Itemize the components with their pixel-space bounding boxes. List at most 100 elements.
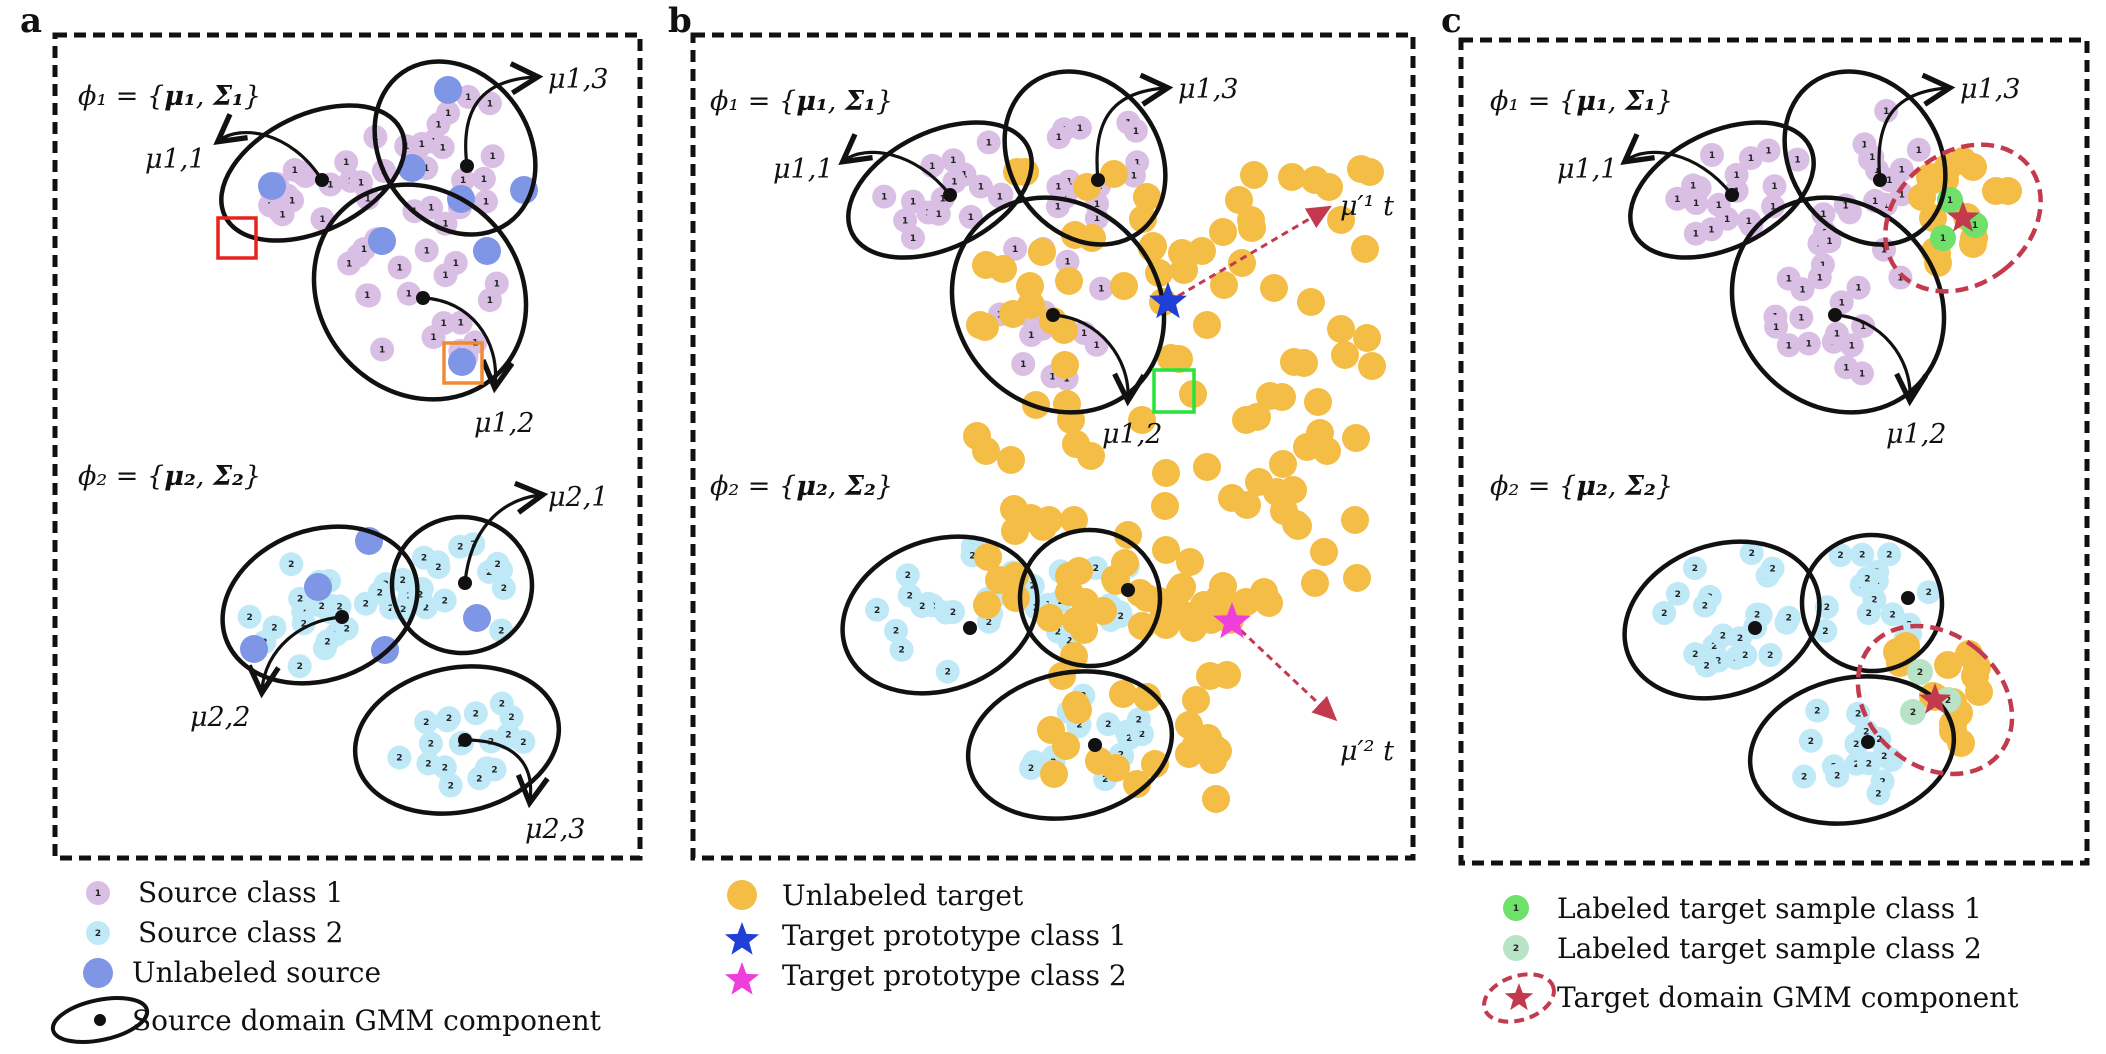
source-class2-point bbox=[367, 580, 392, 605]
source-class1-point bbox=[1665, 186, 1690, 211]
source-class2-point bbox=[1652, 601, 1677, 625]
mean-label-mu13-c: μ1,3 bbox=[1960, 74, 2021, 105]
source-class1-point bbox=[409, 131, 434, 156]
source-class1-point bbox=[872, 184, 897, 209]
phi1-label-a: ϕ₁ = {μ₁, Σ₁} bbox=[78, 81, 261, 112]
highlight-box-red bbox=[216, 216, 258, 260]
source-class1-point-label: 1 bbox=[1860, 322, 1866, 332]
unlabeled-target-point bbox=[1141, 750, 1169, 778]
unlabeled-target-point bbox=[963, 422, 991, 450]
highlight-box-green bbox=[1152, 368, 1196, 414]
source-class1-point bbox=[1121, 163, 1146, 188]
source-class1-point bbox=[1796, 331, 1821, 356]
legend-swatch-target-gmm-star bbox=[1504, 983, 1534, 1011]
prototype2-arrow bbox=[1230, 620, 1338, 722]
source-class2-point bbox=[489, 691, 514, 716]
source-class1-point-label: 1 bbox=[1709, 151, 1715, 161]
unlabeled-target-point bbox=[1100, 160, 1128, 188]
source-class1-point bbox=[387, 255, 412, 280]
source-class2-point bbox=[1694, 653, 1719, 678]
mean-label-mu11-c: μ1,1 bbox=[1557, 154, 1618, 185]
unlabeled-target-point bbox=[1284, 512, 1312, 540]
unlabeled-target-point bbox=[1062, 430, 1090, 458]
source-class2-point bbox=[511, 729, 536, 754]
source-class1-point bbox=[1811, 202, 1836, 227]
legend-swatch-source-class2-label: 2 bbox=[95, 929, 101, 939]
source-class1-point-label: 1 bbox=[1786, 341, 1792, 351]
source-class1-point-label: 1 bbox=[940, 195, 946, 205]
source-class1-point bbox=[477, 288, 502, 313]
legend-swatch-unlabeled-target bbox=[727, 880, 757, 910]
panel-c-labels: ϕ₁ = {μ₁, Σ₁} ϕ₂ = {μ₂, Σ₂} μ1,1 μ1,3 μ1… bbox=[1490, 74, 2021, 502]
source-class2-point-label: 2 bbox=[1118, 612, 1124, 622]
source-class1-point-label: 1 bbox=[1869, 153, 1875, 163]
source-class1-point-label: 1 bbox=[487, 296, 493, 306]
source-class2-point-label: 2 bbox=[950, 608, 956, 618]
source-class2-point bbox=[432, 588, 457, 613]
unlabeled-target-point bbox=[1213, 661, 1241, 689]
source-class2-point bbox=[889, 637, 914, 662]
source-class1-point-label: 1 bbox=[1733, 171, 1739, 181]
source-class2-point-label: 2 bbox=[1139, 730, 1145, 740]
source-class1-point bbox=[987, 184, 1012, 209]
source-class2-point bbox=[1825, 763, 1850, 788]
unlabeled-target-point bbox=[1197, 606, 1225, 634]
source-class1-point-label: 1 bbox=[1693, 199, 1699, 209]
source-class2-point-label: 2 bbox=[388, 604, 394, 614]
unlabeled-target-point bbox=[1028, 238, 1056, 266]
labeled-target-class1-point bbox=[1930, 225, 1956, 251]
source-class1-point-label: 1 bbox=[1842, 202, 1848, 212]
gmm-component-ellipse bbox=[219, 103, 407, 243]
source-class1-point-label: 1 bbox=[442, 220, 448, 230]
source-class2-point bbox=[1813, 618, 1838, 643]
unlabeled-source-point bbox=[473, 237, 501, 265]
mean-arrow bbox=[1052, 313, 1147, 407]
source-class2-point bbox=[865, 597, 890, 622]
source-class2-point-label: 2 bbox=[442, 597, 448, 607]
unlabeled-target-point bbox=[1260, 274, 1288, 302]
gmm-component-ellipse bbox=[1017, 527, 1163, 669]
source-class2-point-label: 2 bbox=[1808, 737, 1814, 747]
unlabeled-target-point bbox=[1301, 569, 1329, 597]
source-class2-point-label: 2 bbox=[442, 763, 448, 773]
source-class1-point bbox=[414, 238, 439, 263]
source-class1-point-label: 1 bbox=[1872, 197, 1878, 207]
mean-arrow bbox=[1095, 72, 1174, 181]
highlight-box-orange bbox=[442, 341, 484, 385]
source-class1-point-label: 1 bbox=[1746, 217, 1752, 227]
source-class2-point-label: 2 bbox=[1692, 564, 1698, 574]
source-class2-point bbox=[416, 751, 441, 776]
source-class2-point bbox=[414, 710, 439, 735]
mean-arrow bbox=[463, 480, 549, 584]
source-class2-point-label: 2 bbox=[344, 625, 350, 635]
source-class2-point bbox=[448, 534, 473, 559]
source-class2-point-label: 2 bbox=[421, 554, 427, 564]
unlabeled-target-point bbox=[1297, 288, 1325, 316]
source-class1-point bbox=[1067, 115, 1092, 140]
source-class2-point bbox=[1019, 756, 1043, 781]
source-class1-point-label: 1 bbox=[1855, 284, 1861, 294]
source-class1-point-label: 1 bbox=[292, 166, 298, 176]
source-class2-point-label: 2 bbox=[1866, 759, 1872, 769]
unlabeled-target-point bbox=[1128, 406, 1156, 434]
target-mean-label-1: μ′¹ t bbox=[1340, 191, 1394, 222]
source-class1-point-label: 1 bbox=[1826, 237, 1832, 247]
source-class2-point bbox=[1096, 712, 1121, 737]
legend-swatch-labeled-target-class1 bbox=[1503, 895, 1529, 921]
unlabeled-target-point bbox=[1961, 662, 1989, 690]
source-class1-point bbox=[1906, 137, 1931, 162]
source-class2-point-label: 2 bbox=[1864, 574, 1870, 584]
source-class2-point-label: 2 bbox=[246, 613, 252, 623]
legend-labeled-target-class1: Labeled target sample class 1 bbox=[1557, 892, 1982, 925]
source-class1-point bbox=[433, 263, 458, 288]
unlabeled-target-point bbox=[1055, 267, 1083, 295]
source-class1-point-label: 1 bbox=[1094, 200, 1100, 210]
unlabeled-target-point bbox=[1002, 584, 1030, 612]
unlabeled-target-point bbox=[1313, 437, 1341, 465]
panel-a-labels: ϕ₁ = {μ₁, Σ₁} ϕ₂ = {μ₂, Σ₂} μ1,1 μ1,3 μ1… bbox=[78, 64, 609, 845]
legend-unlabeled-target: Unlabeled target bbox=[782, 879, 1024, 912]
source-class2-point-label: 2 bbox=[1720, 632, 1726, 642]
legend-labeled-target-class2: Labeled target sample class 2 bbox=[1557, 932, 1982, 965]
source-class1-point-label: 1 bbox=[289, 197, 295, 207]
source-class1-point-label: 1 bbox=[1773, 323, 1779, 333]
